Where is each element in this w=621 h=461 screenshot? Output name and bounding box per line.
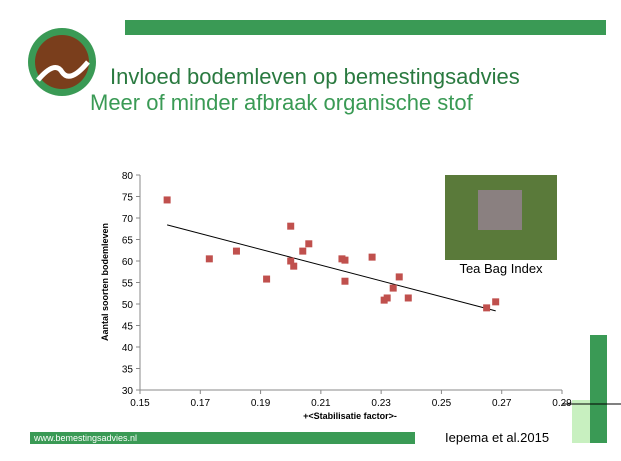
x-tick-label: 0.29 [552,398,572,409]
title-line: Meer of minder afbraak organische stof [90,90,474,115]
slide: {"slide": {"title_lines": ["Invloed bode… [0,0,621,461]
x-tick-label: 0.17 [191,398,211,409]
y-tick-label: 55 [122,279,134,290]
point [290,263,297,270]
x-tick-label: 0.19 [251,398,271,409]
point [390,285,397,292]
y-tick-label: 35 [122,365,134,376]
x-tick-label: 0.15 [130,398,150,409]
point [206,255,213,262]
logo [35,35,89,89]
side-bar [572,400,590,443]
credit: Iepema et al.2015 [445,430,549,445]
y-axis-label: Aantal soorten bodemleven [100,223,110,341]
y-tick-label: 50 [122,300,134,311]
y-tick-label: 60 [122,257,134,268]
point [305,240,312,247]
point [492,298,499,305]
top-bar [125,20,606,35]
point [405,294,412,301]
point [384,294,391,301]
point [369,254,376,261]
side-bar [590,335,607,443]
point [299,248,306,255]
y-tick-label: 75 [122,193,134,204]
slide-canvas: Invloed bodemleven op bemestingsadvies M… [0,0,621,461]
point [287,223,294,230]
point [341,278,348,285]
point [341,257,348,264]
y-tick-label: 40 [122,343,134,354]
point [396,273,403,280]
y-tick-label: 30 [122,386,134,397]
point [263,276,270,283]
y-tick-label: 80 [122,171,134,182]
point [233,248,240,255]
point [164,196,171,203]
photo-caption: Tea Bag Index [459,261,543,276]
x-tick-label: 0.27 [492,398,512,409]
title-line: Invloed bodemleven op bemestingsadvies [110,64,520,89]
y-tick-label: 70 [122,214,134,225]
x-tick-label: 0.21 [311,398,331,409]
y-tick-label: 65 [122,236,134,247]
point [483,304,490,311]
x-tick-label: 0.25 [432,398,452,409]
x-tick-label: 0.23 [371,398,391,409]
y-tick-label: 45 [122,322,134,333]
x-axis-label: +<Stabilisatie factor>- [303,411,397,421]
footer-url: www.bemestingsadvies.nl [33,433,137,443]
photo-detail [478,190,522,230]
